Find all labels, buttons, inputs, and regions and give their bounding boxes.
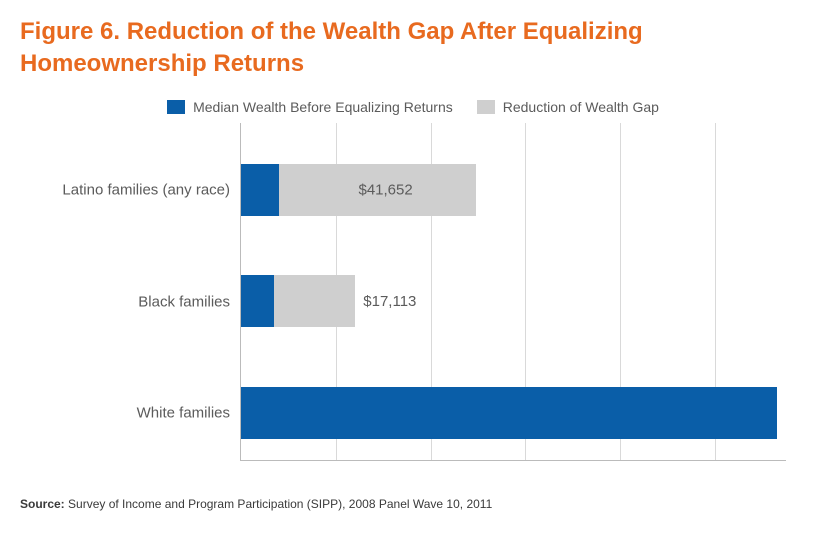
- bar-segment: [241, 275, 274, 327]
- category-label: Black families: [20, 293, 230, 310]
- bar-chart: Latino families (any race) Black families…: [20, 123, 806, 483]
- source-text: Survey of Income and Program Participati…: [65, 497, 493, 511]
- bar-value-label: $41,652: [358, 182, 412, 199]
- legend-swatch: [477, 100, 495, 114]
- bar-value-label: $17,113: [363, 293, 416, 310]
- legend-item: Median Wealth Before Equalizing Returns: [167, 99, 453, 115]
- source-note: Source: Survey of Income and Program Par…: [20, 497, 806, 511]
- bar-segment: [241, 164, 279, 216]
- y-axis-labels: Latino families (any race) Black families…: [20, 123, 230, 461]
- legend-label: Reduction of Wealth Gap: [503, 99, 659, 115]
- legend-label: Median Wealth Before Equalizing Returns: [193, 99, 453, 115]
- figure-title-prefix: Figure 6.: [20, 18, 120, 45]
- bar-row: [241, 387, 786, 439]
- figure-title: Figure 6. Reduction of the Wealth Gap Af…: [20, 16, 806, 81]
- category-label: Latino families (any race): [20, 182, 230, 199]
- bar-segment: [274, 275, 355, 327]
- category-label: White families: [20, 405, 230, 422]
- figure-container: Figure 6. Reduction of the Wealth Gap Af…: [0, 0, 826, 525]
- legend-item: Reduction of Wealth Gap: [477, 99, 659, 115]
- legend-swatch: [167, 100, 185, 114]
- bar-row: $17,113: [241, 275, 786, 327]
- source-prefix: Source:: [20, 497, 65, 511]
- bar-segment: [241, 387, 777, 439]
- bar-row: $41,652: [241, 164, 786, 216]
- plot-area: $41,652 $17,113: [240, 123, 786, 461]
- legend: Median Wealth Before Equalizing Returns R…: [20, 99, 806, 115]
